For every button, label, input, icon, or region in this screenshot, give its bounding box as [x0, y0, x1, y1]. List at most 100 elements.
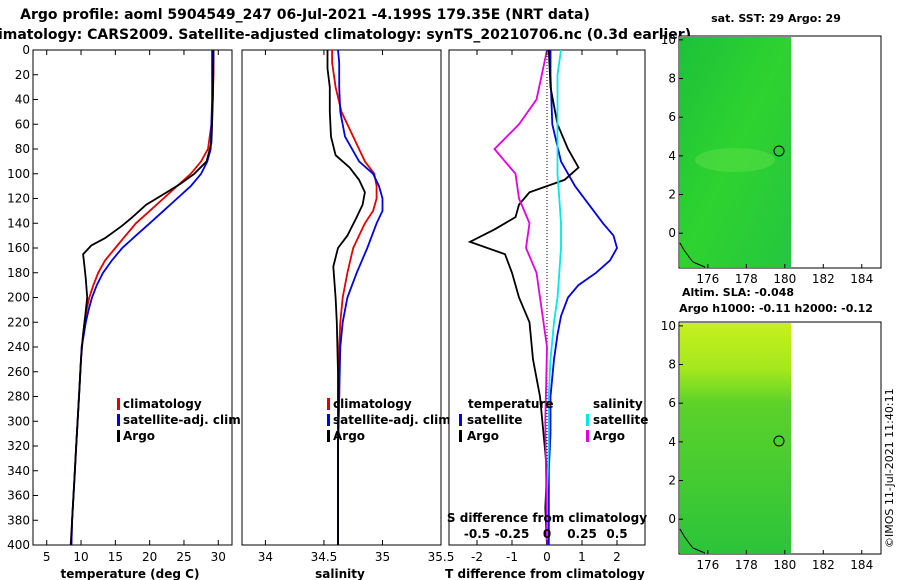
title-line-2: Climatology: CARS2009. Satellite-adjuste…: [0, 27, 691, 43]
difference-ticks: -2 -1 0 1 2: [471, 50, 621, 564]
salinity-xlabel: salinity: [315, 567, 365, 580]
legend-swatch-satellite: [117, 414, 120, 426]
legend-swatch-s-satellite: [586, 414, 589, 426]
map-x-tick-label: 180: [773, 558, 796, 572]
sst-warm-patch: [695, 148, 775, 172]
map-y-tick-label: 2: [668, 188, 676, 202]
map-y-tick-label: 10: [661, 33, 676, 47]
y-tick-label: 140: [7, 216, 30, 230]
argo-position-marker: [773, 435, 785, 447]
x-tick-label: -2: [471, 550, 483, 564]
temperature-xlabel: temperature (deg C): [61, 567, 200, 580]
map-y-tick-label: 8: [668, 72, 676, 86]
y-tick-label: 220: [7, 315, 30, 329]
x-tick-label: 35: [375, 550, 390, 564]
secondary-x-tick-label: -0.5: [464, 527, 490, 541]
legend-swatch-t-argo: [459, 430, 462, 442]
map-x-tick-label: 184: [850, 272, 873, 286]
sst-map-title: sat. SST: 29 Argo: 29: [711, 12, 841, 25]
map-y-tick-label: 0: [668, 512, 676, 526]
x-tick-label: 15: [108, 550, 123, 564]
map-x-tick-label: 184: [850, 558, 873, 572]
map-x-tick-label: 180: [773, 272, 796, 286]
y-tick-label: 320: [7, 439, 30, 453]
map-x-tick-label: 176: [696, 272, 719, 286]
y-tick-label: 60: [15, 117, 30, 131]
legend-label-satellite: satellite-adj. clim.: [333, 413, 455, 427]
x-tick-label: 0: [543, 550, 551, 564]
legend-label-s-argo: Argo: [593, 429, 625, 443]
map-y-tick-label: 6: [668, 396, 676, 410]
sla-map-title-2: Argo h1000: -0.11 h2000: -0.12: [679, 302, 873, 315]
x-tick-label: 2: [613, 550, 621, 564]
x-tick-label: 34: [258, 550, 273, 564]
map-y-tick-label: 4: [668, 435, 676, 449]
legend-swatch-argo: [117, 430, 120, 442]
map-y-tick-label: 6: [668, 110, 676, 124]
difference-line-s-satellite: [546, 49, 562, 545]
legend-swatch-climatology: [327, 398, 330, 410]
legend-label-t-satellite: satellite: [467, 413, 522, 427]
x-tick-label: 20: [142, 550, 157, 564]
x-tick-label: -1: [506, 550, 518, 564]
legend-swatch-climatology: [117, 398, 120, 410]
legend-swatch-satellite: [327, 414, 330, 426]
coastline: [679, 242, 706, 268]
map-y-tick-label: 0: [668, 226, 676, 240]
sla-map: Altim. SLA: -0.048 Argo h1000: -0.11 h20…: [661, 286, 882, 572]
y-tick-label: 120: [7, 192, 30, 206]
difference-line-t-satellite: [547, 50, 618, 545]
difference-line-t-argo: [467, 49, 580, 546]
y-tick-label: 180: [7, 266, 30, 280]
temperature-legend: climatology satellite-adj. clim. Argo: [117, 397, 245, 443]
map-x-tick-label: 182: [812, 558, 835, 572]
x-tick-label: 35.5: [428, 550, 455, 564]
map-x-tick-label: 178: [735, 272, 758, 286]
map-x-tick-label: 182: [812, 272, 835, 286]
y-tick-label: 360: [7, 489, 30, 503]
secondary-x-tick-label: -0.25: [495, 527, 530, 541]
salinity-ticks: 34 34.5 35 35.5: [258, 50, 455, 564]
difference-line-s-argo: [493, 49, 548, 546]
salinity-plot-frame: [241, 49, 442, 546]
salinity-line-argo: [326, 50, 366, 545]
difference-series: [467, 49, 618, 546]
salinity-series: [326, 49, 384, 545]
sla-map-title-1: Altim. SLA: -0.048: [682, 286, 794, 299]
argo-position-marker: [773, 145, 785, 157]
map-y-tick-label: 10: [661, 319, 676, 333]
legend-label-argo: Argo: [123, 429, 155, 443]
map-x-tick-label: 178: [735, 558, 758, 572]
x-tick-label: 1: [578, 550, 586, 564]
timestamp-stamp: ©IMOS 11-Jul-2021 11:40:11: [883, 388, 896, 548]
coastline: [679, 528, 706, 554]
x-tick-label: 5: [43, 550, 51, 564]
x-tick-label: 10: [73, 550, 88, 564]
y-tick-label: 80: [15, 142, 30, 156]
y-tick-label: 200: [7, 291, 30, 305]
y-tick-label: 160: [7, 241, 30, 255]
temperature-ticks: 5 10 15 20 25 3002040608010012014016018020022…: [7, 43, 226, 564]
legend-label-satellite: satellite-adj. clim.: [123, 413, 245, 427]
map-x-tick-label: 176: [696, 558, 719, 572]
map-y-tick-label: 4: [668, 149, 676, 163]
y-tick-label: 20: [15, 68, 30, 82]
y-tick-label: 280: [7, 390, 30, 404]
y-tick-label: 300: [7, 414, 30, 428]
legend-title-salinity: salinity: [593, 397, 643, 411]
x-tick-label: 34.5: [311, 550, 338, 564]
y-tick-label: 100: [7, 167, 30, 181]
title-line-1: Argo profile: aoml 5904549_247 06-Jul-20…: [20, 7, 590, 23]
temperature-series: [69, 49, 215, 546]
legend-label-climatology: climatology: [333, 397, 412, 411]
y-tick-label: 380: [7, 513, 30, 527]
legend-swatch-s-argo: [586, 430, 589, 442]
difference-panel: -2 -1 0 1 2 T difference from climatology S …: [445, 49, 648, 580]
secondary-x-tick-label: 0.5: [606, 527, 627, 541]
y-tick-label: 0: [22, 43, 30, 57]
sst-map-ticks: 176 178 180 182 184 10 8 6 4 2 0: [661, 33, 873, 286]
difference-xlabel: T difference from climatology: [445, 567, 645, 580]
y-tick-label: 260: [7, 365, 30, 379]
sla-map-ticks: 176 178 180 182 184 10 8 6 4 2 0: [661, 319, 873, 572]
